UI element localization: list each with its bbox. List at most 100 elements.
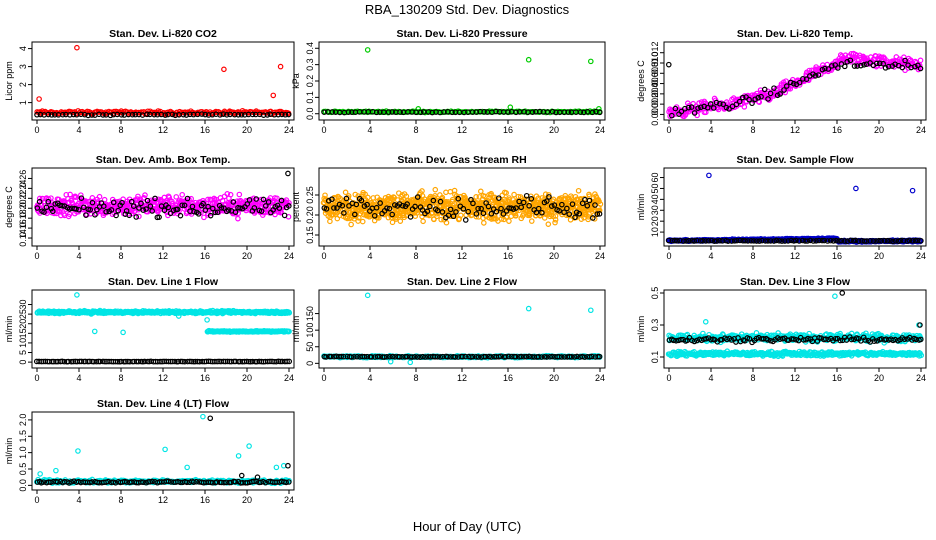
point-secondary [129, 111, 136, 118]
point-secondary [847, 57, 854, 64]
x-tick-label: 16 [200, 251, 210, 261]
y-tick-label: 0.1 [650, 351, 660, 364]
point-secondary [205, 203, 211, 210]
y-tick-label: 60 [650, 173, 660, 183]
point-secondary [214, 209, 221, 216]
point-secondary [892, 238, 899, 244]
outlier-primary [507, 104, 514, 110]
point-secondary [281, 212, 288, 219]
point-secondary [767, 238, 774, 244]
outlier-primary [74, 292, 80, 298]
point-secondary [113, 212, 119, 219]
point-primary [498, 216, 505, 222]
point-secondary [526, 202, 532, 209]
point-primary [365, 194, 371, 201]
point-primary [528, 218, 535, 224]
point-secondary [755, 94, 761, 101]
point-secondary [43, 204, 50, 211]
point-secondary [535, 205, 542, 212]
point-secondary [882, 65, 889, 71]
point-secondary [136, 205, 142, 211]
point-secondary [579, 353, 586, 360]
point-secondary [668, 112, 675, 119]
point-secondary [742, 237, 748, 244]
point-secondary [389, 353, 396, 360]
point-primary [506, 218, 512, 224]
point-secondary [419, 353, 426, 360]
point-secondary [672, 105, 679, 112]
x-tick-label: 12 [158, 125, 168, 135]
point-secondary [841, 238, 848, 244]
point-secondary [123, 208, 130, 214]
point-secondary [465, 208, 472, 215]
point-secondary [469, 109, 476, 115]
point-secondary [278, 197, 285, 204]
plot-frame [663, 167, 927, 247]
point-secondary [284, 358, 290, 365]
point-primary [366, 213, 373, 220]
point-secondary [232, 209, 239, 215]
point-secondary [351, 354, 357, 360]
point-secondary [339, 202, 346, 209]
point-secondary [475, 205, 481, 212]
x-tick-label: 20 [874, 251, 884, 261]
point-secondary [172, 358, 178, 365]
point-secondary [470, 353, 476, 360]
point-secondary [821, 237, 828, 244]
point-secondary [559, 201, 565, 208]
y-tick-label: 150 [305, 306, 315, 321]
point-secondary [716, 237, 723, 244]
point-secondary [473, 353, 479, 360]
point-secondary [343, 195, 350, 202]
point-secondary [199, 111, 205, 117]
x-tick-label: 24 [284, 373, 294, 383]
panel-title: Stan. Dev. Li-820 Pressure [396, 28, 527, 40]
point-secondary [130, 203, 137, 209]
point-secondary [407, 214, 414, 220]
point-secondary [528, 196, 535, 202]
point-secondary [691, 238, 698, 244]
point-secondary [452, 354, 459, 360]
point-secondary [870, 238, 877, 244]
point-secondary [126, 212, 133, 219]
y-tick-label: 0.0 [305, 107, 315, 120]
point-secondary [739, 94, 746, 101]
x-tick-label: 24 [595, 373, 605, 383]
point-secondary [495, 195, 502, 201]
point-secondary [389, 109, 396, 115]
point-secondary_band [286, 328, 292, 335]
point-secondary [518, 353, 525, 360]
point-secondary [321, 109, 327, 115]
point-secondary [374, 353, 381, 360]
point-secondary [340, 353, 347, 360]
point-secondary [816, 237, 822, 244]
point-secondary [404, 201, 410, 207]
point-secondary [217, 112, 223, 118]
point-secondary [708, 237, 715, 244]
point-secondary [172, 112, 179, 119]
point-secondary [713, 238, 720, 244]
point-secondary [473, 211, 480, 217]
point-secondary [549, 353, 556, 360]
point-secondary [858, 62, 864, 69]
point-secondary [381, 354, 388, 360]
point-secondary [885, 63, 892, 70]
outlier-primary [407, 359, 414, 366]
point-secondary [136, 111, 142, 118]
point-primary [420, 218, 426, 225]
point-secondary [551, 202, 558, 208]
x-tick-label: 4 [708, 125, 713, 135]
x-tick-label: 16 [503, 251, 513, 261]
point-primary [575, 187, 582, 194]
point-secondary [873, 60, 880, 67]
y-tick-label: 1 [18, 100, 28, 105]
point-primary [188, 195, 194, 202]
y-tick-label: 0.20 [305, 206, 315, 224]
point-secondary [589, 109, 596, 116]
point-secondary [815, 72, 822, 78]
y-tick-label: 50 [305, 342, 315, 352]
point-secondary [218, 205, 225, 211]
point-secondary [434, 207, 441, 214]
point-secondary [486, 353, 492, 360]
point-secondary [377, 200, 383, 206]
